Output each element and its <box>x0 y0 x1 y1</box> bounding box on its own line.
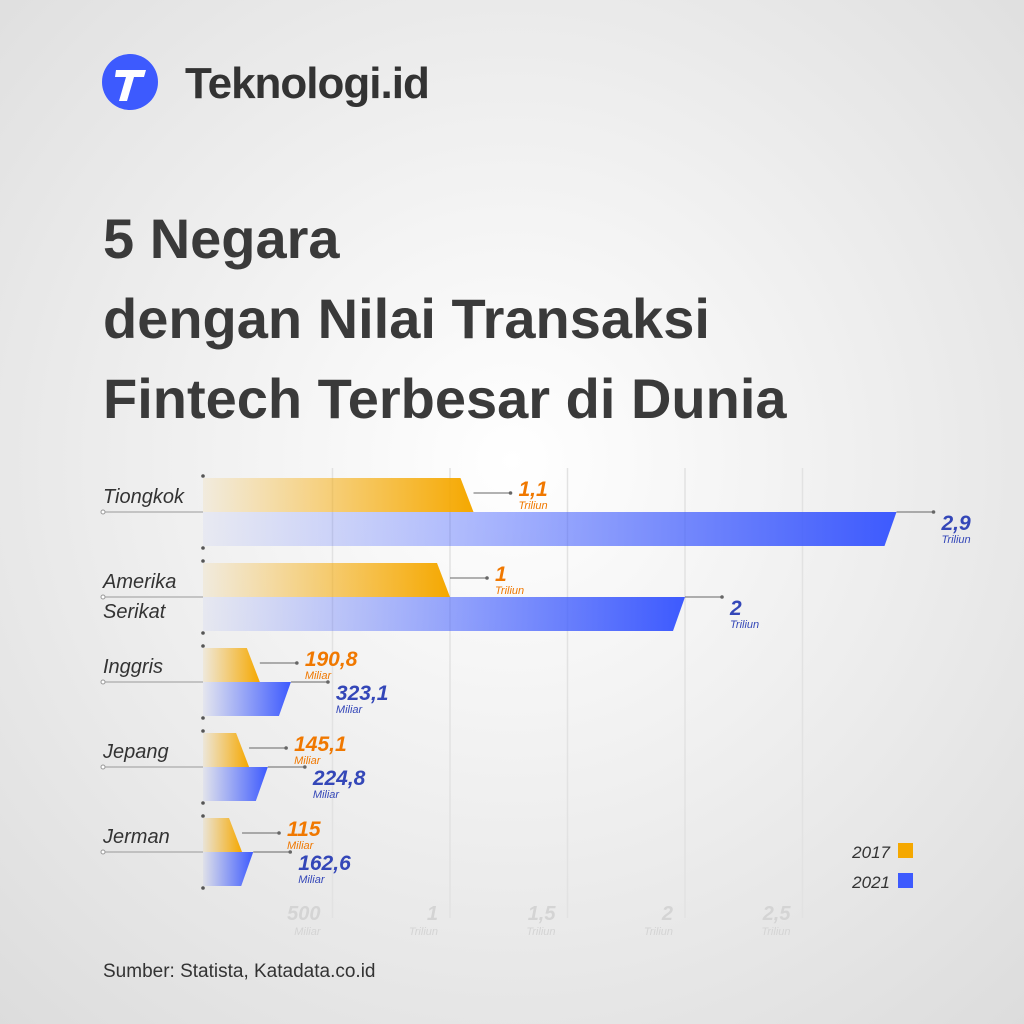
leader-dot <box>288 850 293 854</box>
value-label: 2,9 <box>941 512 972 535</box>
leader-dot <box>295 661 299 665</box>
leader-dot <box>303 765 307 769</box>
leader-dot <box>931 510 936 514</box>
x-tick-label: 2,5 <box>762 903 792 925</box>
row-guide-dot <box>100 764 106 770</box>
value-label: 2 <box>729 597 742 620</box>
bar <box>203 478 474 512</box>
x-tick-label: 1 <box>427 903 438 925</box>
value-label: 1,1 <box>519 478 548 501</box>
x-tick-label: 1,5 <box>528 903 557 925</box>
row-dot <box>201 814 205 818</box>
x-tick-label: 500 <box>287 903 320 925</box>
row-dot <box>201 716 205 720</box>
leader-dot <box>277 831 281 835</box>
bar <box>203 767 268 801</box>
bar <box>203 563 450 597</box>
value-label: 224,8 <box>312 767 366 790</box>
row-guide-dot <box>100 509 106 515</box>
value-label: 1 <box>495 563 507 586</box>
x-tick-unit: Miliar <box>294 926 322 938</box>
row-guide-dot <box>100 594 106 600</box>
row-dot <box>201 801 205 805</box>
bar <box>203 597 685 631</box>
row-dot <box>201 644 205 648</box>
bar <box>203 818 243 852</box>
value-unit: Miliar <box>287 840 315 852</box>
value-label: 162,6 <box>298 852 351 875</box>
value-unit: Triliun <box>730 619 759 631</box>
legend-label: 2017 <box>851 843 890 862</box>
row-dot <box>201 631 205 635</box>
x-tick-label: 2 <box>661 903 673 925</box>
value-unit: Miliar <box>294 755 322 767</box>
value-unit: Triliun <box>495 585 524 597</box>
bar <box>203 682 291 716</box>
source: Sumber: Statista, Katadata.co.id <box>103 961 376 982</box>
category-label: Inggris <box>103 656 164 678</box>
leader-dot <box>508 491 513 495</box>
value-label: 323,1 <box>336 682 389 705</box>
bar <box>203 648 260 682</box>
legend-swatch <box>898 843 913 858</box>
legend-swatch <box>898 873 913 888</box>
x-tick-unit: Triliun <box>644 926 673 938</box>
value-unit: Miliar <box>313 789 341 801</box>
leader-dot <box>284 746 288 750</box>
row-dot <box>201 729 205 733</box>
category-label: Jerman <box>103 826 170 848</box>
bar <box>203 733 250 767</box>
x-tick-unit: Triliun <box>409 926 438 938</box>
value-unit: Miliar <box>305 670 333 682</box>
value-unit: Triliun <box>942 534 971 546</box>
leader-dot <box>720 595 724 599</box>
x-tick-unit: Triliun <box>526 926 555 938</box>
row-guide-dot <box>100 679 106 685</box>
bar <box>203 512 897 546</box>
category-label: Amerika Serikat <box>103 571 177 623</box>
legend-label: 2021 <box>851 873 890 892</box>
x-tick-unit: Triliun <box>761 926 790 938</box>
title-line: dengan Nilai Transaksi <box>103 287 710 350</box>
category-label: Jepang <box>103 741 169 763</box>
row-dot <box>201 559 205 563</box>
row-guide-dot <box>100 849 106 855</box>
category-label: Tiongkok <box>103 486 184 508</box>
row-dot <box>201 886 205 890</box>
logo-letter <box>115 70 146 101</box>
title-line: Fintech Terbesar di Dunia <box>103 367 787 430</box>
leader-dot <box>326 680 330 684</box>
value-unit: Triliun <box>519 500 548 512</box>
value-unit: Miliar <box>298 874 326 886</box>
value-unit: Miliar <box>336 704 364 716</box>
value-label: 190,8 <box>305 648 358 671</box>
title-line: 5 Negara <box>103 207 340 270</box>
row-dot <box>201 546 205 550</box>
row-dot <box>201 474 205 478</box>
leader-dot <box>485 576 489 580</box>
value-label: 115 <box>287 818 321 841</box>
bar <box>203 852 254 886</box>
value-label: 145,1 <box>294 733 347 756</box>
brand: Teknologi.id <box>185 59 429 108</box>
